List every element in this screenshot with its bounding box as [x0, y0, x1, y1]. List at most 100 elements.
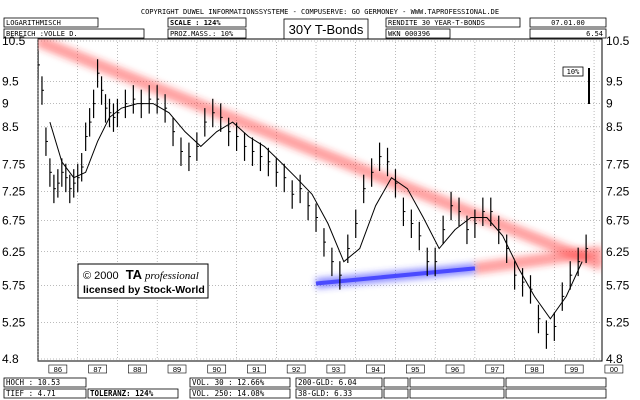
y-tick-label-left: 7.25	[2, 184, 26, 198]
y-tick-label-right: 7.75	[606, 157, 630, 171]
x-tick-box	[564, 364, 584, 374]
proz-label: PROZ.MASS.: 10%	[170, 30, 234, 38]
wkn-box	[385, 28, 451, 39]
y-tick-label-left: 10.5	[2, 34, 26, 48]
y-tick-label-left: 5.25	[2, 316, 26, 330]
x-tick-label: 87	[93, 365, 101, 374]
x-axis: 86 87 88 89 90 91 92 93 94 95 96 97 98 99 00	[48, 364, 624, 374]
x-tick-label: 89	[173, 365, 181, 374]
x-tick-box	[247, 364, 266, 374]
license-box: © 2000 TA professional licensed by Stock…	[77, 263, 209, 299]
y-tick-label-right: 8.5	[606, 120, 623, 134]
x-tick-label: 91	[252, 365, 260, 374]
x-tick-box	[207, 364, 227, 374]
last-value-box	[529, 28, 607, 39]
y-tick-label-left: 8.5	[2, 120, 19, 134]
x-tick-label: 88	[133, 365, 141, 374]
x-tick-box	[286, 364, 306, 374]
x-tick-label: 93	[332, 365, 340, 374]
footer-empty-box-4	[409, 388, 505, 399]
license-frame	[77, 263, 209, 299]
footer-empty-box-6	[505, 388, 607, 399]
x-tick-label: 90	[213, 365, 221, 374]
x-tick-label: 95	[411, 365, 419, 374]
x-tick-box	[485, 364, 505, 374]
header-copyright: COPYRIGHT DUWEL INFORMATIONSSYSTEME - CO…	[141, 8, 499, 16]
bereich-label: BEREICH :VOLLE D.	[6, 30, 78, 38]
tief-box	[3, 388, 87, 399]
x-tick-label: 92	[292, 365, 300, 374]
y-tick-label-right: 4.8	[606, 352, 623, 366]
y-axis-left: 10.5 9.5 9 8.5 7.75 7.25 6.75 6.25 5.75 5.25 4.8	[2, 34, 26, 366]
y-tick-label-left: 5.75	[2, 279, 26, 293]
red-trend-band	[38, 39, 602, 271]
vol30-value: VOL. 30 : 12.66%	[192, 378, 265, 387]
footer-empty-box-5	[505, 377, 607, 388]
y-tick-label-right: 5.25	[606, 316, 630, 330]
vol30-box	[189, 377, 291, 388]
toleranz-box	[87, 388, 179, 399]
scale-indicator: 10%	[562, 66, 590, 104]
x-tick-box	[326, 364, 346, 374]
last-value: 6.54	[586, 30, 603, 38]
x-tick-label: 98	[530, 365, 538, 374]
y-tick-label-right: 5.75	[606, 279, 630, 293]
license-brand-ta: TA	[126, 267, 143, 282]
y-tick-label-left: 7.75	[2, 157, 26, 171]
x-tick-label: 97	[491, 365, 499, 374]
y-tick-label-right: 9.5	[606, 75, 623, 89]
x-tick-label: 86	[54, 365, 62, 374]
header: COPYRIGHT DUWEL INFORMATIONSSYSTEME - CO…	[3, 8, 607, 40]
y-tick-label-right: 9	[606, 97, 613, 111]
x-tick-box	[445, 364, 465, 374]
hoch-value: HOCH : 10.53	[6, 378, 60, 387]
scale-type-label: LOGARITHMISCH	[6, 19, 61, 27]
x-tick-box	[525, 364, 544, 374]
x-tick-label: 00	[610, 365, 618, 374]
bereich-box	[3, 28, 145, 39]
x-tick-label: 96	[451, 365, 459, 374]
x-tick-box	[366, 364, 385, 374]
y-tick-label-left: 6.75	[2, 213, 26, 227]
gld38-value: 38-GLD: 6.33	[298, 389, 352, 398]
tief-value: TIEF : 4.71	[6, 389, 56, 398]
proz-box	[167, 28, 247, 39]
rendite-box	[385, 17, 521, 28]
red-trend-band	[474, 245, 602, 275]
y-tick-label-left: 4.8	[2, 352, 19, 366]
gld200-value: 200-GLD: 6.04	[298, 378, 357, 387]
y-axis-right: 10.5 9.5 9 8.5 7.75 7.25 6.75 6.25 5.75 5.25 4.8	[606, 34, 630, 366]
x-tick-label: 99	[570, 365, 578, 374]
y-tick-label-right: 10.5	[606, 34, 630, 48]
footer-empty-box-1	[383, 377, 409, 388]
scale-note-box	[562, 66, 584, 77]
footer-empty-box-2	[383, 388, 409, 399]
gld200-box	[295, 377, 383, 388]
scale-note: 10%	[567, 68, 580, 76]
vol250-value: VOL. 250: 14.08%	[192, 389, 265, 398]
license-brand-rest: professional	[142, 270, 199, 282]
x-tick-box	[604, 364, 624, 374]
x-tick-box	[127, 364, 147, 374]
date-label: 07.01.00	[551, 19, 585, 27]
wkn-label: WKN 000396	[388, 30, 430, 38]
chart-title: 30Y T-Bonds	[289, 22, 364, 37]
license-copyright: © 2000	[83, 270, 119, 282]
x-tick-box	[406, 364, 425, 374]
footer: HOCH : 10.53 TIEF : 4.71 TOLERANZ: 124% …	[3, 377, 607, 399]
footer-empty-box-3	[409, 377, 505, 388]
support-line	[315, 266, 476, 286]
y-tick-label-right: 6.75	[606, 213, 630, 227]
svg-text:© 2000 TA professional: © 2000 TA professional	[83, 267, 199, 282]
moving-average-line	[49, 103, 583, 320]
x-tick-box	[48, 364, 68, 374]
license-text: licensed by Stock-World	[83, 284, 205, 296]
vol250-box	[189, 388, 291, 399]
x-tick-box	[88, 364, 107, 374]
moving-average	[49, 103, 583, 320]
scale-type-box	[3, 17, 99, 28]
gld38-box	[295, 388, 383, 399]
toleranz-value: TOLERANZ: 124%	[90, 389, 154, 398]
hoch-box	[3, 377, 87, 388]
